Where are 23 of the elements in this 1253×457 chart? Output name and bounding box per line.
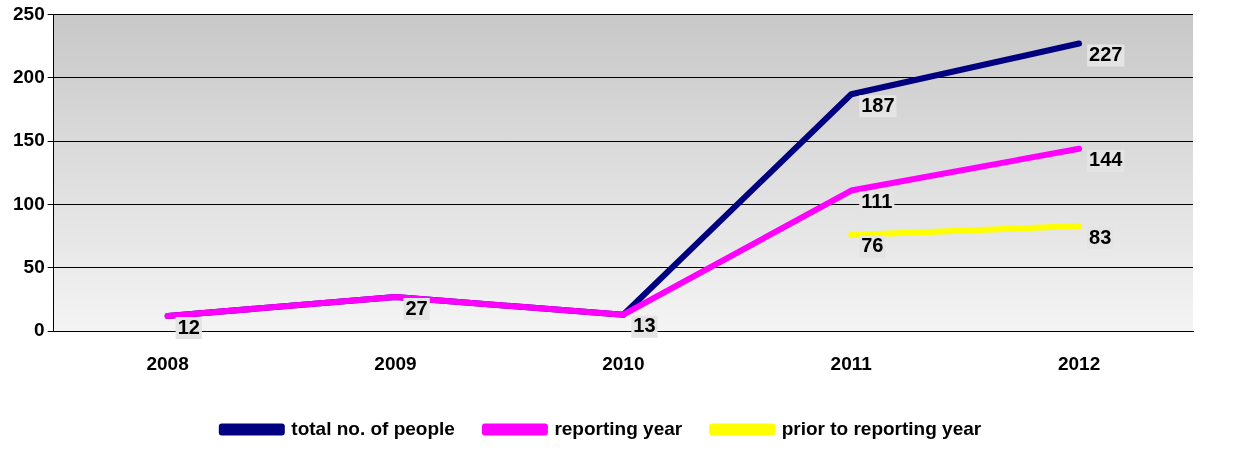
x-tick-label: 2011 — [830, 352, 873, 374]
y-tick-label: 150 — [13, 129, 45, 151]
x-tick-label: 2010 — [602, 352, 645, 374]
data-label: 12 — [177, 315, 200, 338]
legend-label: prior to reporting year — [781, 417, 982, 439]
legend-label: total no. of people — [291, 417, 455, 439]
data-label: 144 — [1089, 148, 1124, 171]
y-tick-label: 100 — [13, 192, 45, 214]
x-tick-label: 2012 — [1057, 352, 1101, 374]
x-tick-label: 2009 — [374, 352, 417, 374]
data-label: 111 — [861, 190, 893, 213]
y-tick-label: 250 — [13, 2, 45, 24]
y-tick-label: 200 — [13, 65, 45, 87]
data-label: 27 — [405, 296, 428, 319]
legend-label: reporting year — [554, 417, 683, 439]
data-label: 76 — [861, 234, 884, 257]
x-tick-label: 2008 — [146, 352, 189, 374]
data-label: 187 — [861, 93, 895, 116]
y-tick-label: 50 — [23, 256, 45, 278]
data-label: 227 — [1089, 43, 1123, 66]
data-label: 83 — [1089, 225, 1112, 248]
data-label: 13 — [633, 314, 656, 337]
y-tick-label: 0 — [34, 319, 45, 341]
